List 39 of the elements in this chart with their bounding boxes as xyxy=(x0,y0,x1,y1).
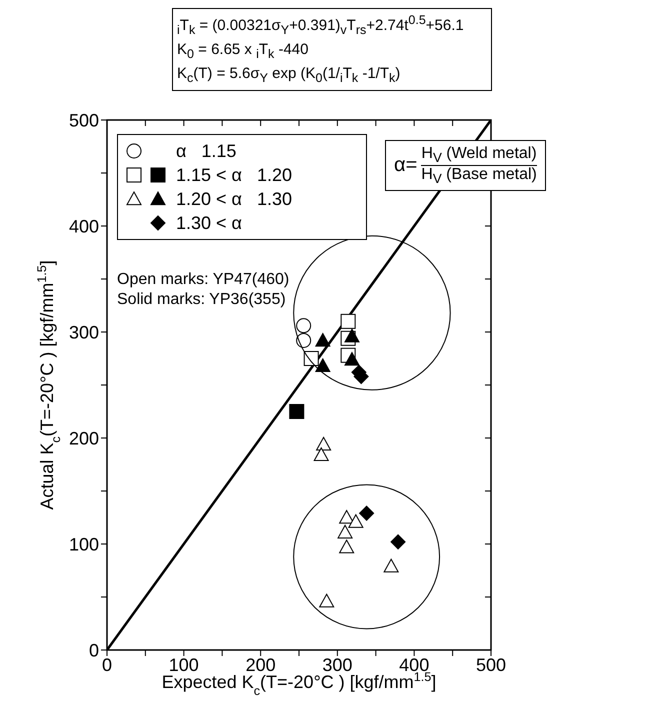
point xyxy=(304,351,319,366)
legend-label: 1.30 < α xyxy=(176,212,242,234)
y-tick-label: 100 xyxy=(68,534,99,554)
point xyxy=(339,510,354,524)
y-tick-label: 200 xyxy=(68,428,99,448)
point xyxy=(316,436,332,450)
x-tick-label: 200 xyxy=(246,654,276,675)
point xyxy=(340,314,356,329)
point xyxy=(315,332,330,347)
point xyxy=(314,447,329,462)
point xyxy=(348,514,364,528)
legend-label: α 1.15 xyxy=(176,140,236,162)
point xyxy=(315,358,330,372)
annotation: H$_{V}$ (Base metal) xyxy=(421,166,537,186)
point xyxy=(339,540,354,554)
y-tick-label: 300 xyxy=(68,322,99,342)
legend-label: 1.20 < α 1.30 xyxy=(176,188,292,210)
annotation: Open marks: YP47(460) xyxy=(117,271,290,288)
y-tick-label: 400 xyxy=(68,216,99,236)
y-tick-label: 500 xyxy=(68,110,99,130)
point xyxy=(390,534,406,550)
y-tick-label: 0 xyxy=(88,640,99,660)
x-tick-label: 0 xyxy=(102,654,112,675)
legend-label: 1.15 < α 1.20 xyxy=(176,164,292,186)
annotation: α= xyxy=(394,154,418,178)
x-tick-label: 100 xyxy=(168,654,199,675)
x-tick-label: 300 xyxy=(322,654,352,675)
point xyxy=(319,594,334,608)
point xyxy=(289,404,304,419)
point xyxy=(384,558,399,572)
point xyxy=(338,524,353,538)
point xyxy=(344,352,360,366)
annotation: Solid marks: YP36(355) xyxy=(117,291,286,308)
formula-box: $_{i}$T$_{k}$ = (0.00321σ$_{Y}$+0.391)$_{v}$T$_{rs}$+2.74t$^{0.5}$+56.1 K$_{0}$ = 6.65 x $_{i}$T$_{k}$ -440 K$_{c}$(T) = 5.6σ$_{Y}$ exp (K$_{0}$(1/$_{i}$T$_{k}$ -1/T$_{k}$) xyxy=(172,8,492,91)
annotation: H$_{V}$ (Weld metal) xyxy=(421,145,537,166)
point xyxy=(344,328,360,342)
fraction-box: α= H$_{V}$ (Weld metal) H$_{V}$ (Base metal) xyxy=(385,140,546,192)
point xyxy=(359,506,374,521)
x-tick-label: 500 xyxy=(476,654,506,675)
